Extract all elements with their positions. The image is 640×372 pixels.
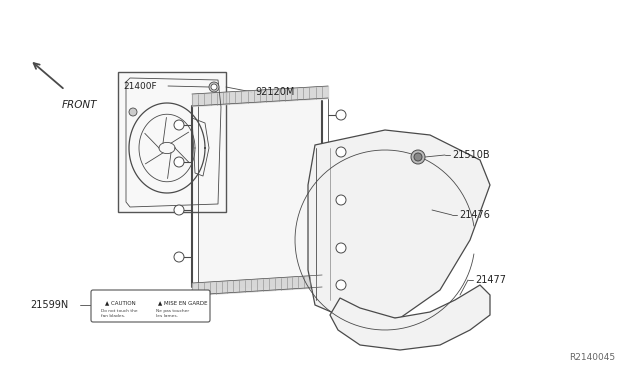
Text: Ne pas toucher
les lames.: Ne pas toucher les lames. xyxy=(156,309,189,318)
Circle shape xyxy=(336,147,346,157)
Circle shape xyxy=(336,110,346,120)
Text: ▲ MISE EN GARDE: ▲ MISE EN GARDE xyxy=(159,300,208,305)
FancyBboxPatch shape xyxy=(91,290,210,322)
Polygon shape xyxy=(330,285,490,350)
Text: R2140045: R2140045 xyxy=(569,353,615,362)
Polygon shape xyxy=(198,98,322,290)
Text: ▲ CAUTION: ▲ CAUTION xyxy=(105,300,136,305)
Circle shape xyxy=(414,153,422,161)
Circle shape xyxy=(211,84,217,90)
Text: 21477: 21477 xyxy=(475,275,506,285)
Text: FRONT: FRONT xyxy=(62,100,97,110)
Circle shape xyxy=(336,195,346,205)
Circle shape xyxy=(174,252,184,262)
Text: 21400F: 21400F xyxy=(123,81,157,90)
Circle shape xyxy=(174,120,184,130)
Bar xyxy=(118,72,226,212)
Circle shape xyxy=(336,280,346,290)
Circle shape xyxy=(174,157,184,167)
Circle shape xyxy=(174,205,184,215)
Text: Do not touch the
fan blades.: Do not touch the fan blades. xyxy=(101,309,138,318)
Circle shape xyxy=(336,243,346,253)
Circle shape xyxy=(209,82,219,92)
Text: 21476: 21476 xyxy=(459,210,490,220)
Text: 21599N: 21599N xyxy=(30,300,68,310)
Polygon shape xyxy=(308,130,490,320)
Text: 21510B: 21510B xyxy=(452,150,490,160)
Text: 92120M: 92120M xyxy=(255,87,294,97)
Circle shape xyxy=(411,150,425,164)
Circle shape xyxy=(129,108,137,116)
